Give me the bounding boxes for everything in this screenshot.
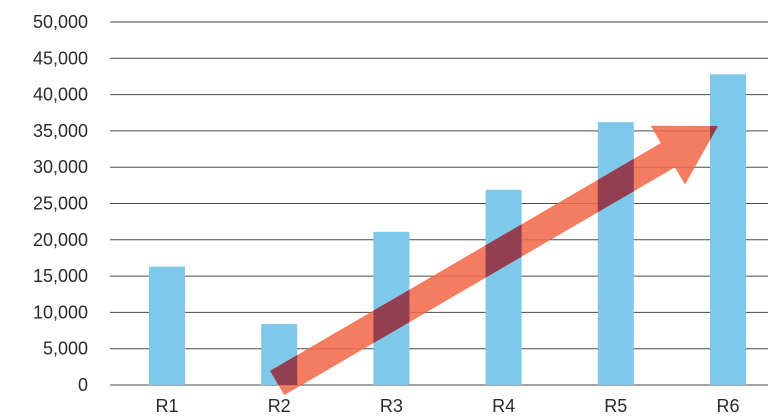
y-tick-label: 45,000 [33, 48, 88, 68]
y-tick-label: 5,000 [43, 339, 88, 359]
x-tick-label: R3 [380, 396, 403, 416]
x-tick-label: R6 [716, 396, 739, 416]
y-tick-label: 25,000 [33, 194, 88, 214]
x-tick-label: R2 [268, 396, 291, 416]
trend-arrow [270, 125, 718, 396]
y-tick-label: 20,000 [33, 230, 88, 250]
gridlines [110, 21, 768, 386]
x-axis-ticks: R1 R2 R3 R4 R5 R6 [155, 396, 739, 416]
y-tick-label: 35,000 [33, 121, 88, 141]
x-tick-label: R5 [604, 396, 627, 416]
x-tick-label: R4 [492, 396, 515, 416]
y-tick-label: 30,000 [33, 157, 88, 177]
bar-r5 [597, 122, 634, 386]
y-tick-label: 0 [78, 375, 88, 395]
y-tick-label: 10,000 [33, 302, 88, 322]
bar-r4 [485, 189, 522, 385]
y-tick-label: 50,000 [33, 12, 88, 32]
bar-r1 [149, 266, 185, 385]
bar-r6 [710, 74, 746, 385]
y-axis-ticks: 0 5,000 10,000 15,000 20,000 25,000 30,000 35,0… [33, 12, 88, 395]
bars [149, 74, 746, 386]
arrow-bar-overlap [270, 125, 718, 386]
x-tick-label: R1 [155, 396, 178, 416]
y-tick-label: 15,000 [33, 266, 88, 286]
y-tick-label: 40,000 [33, 85, 88, 105]
